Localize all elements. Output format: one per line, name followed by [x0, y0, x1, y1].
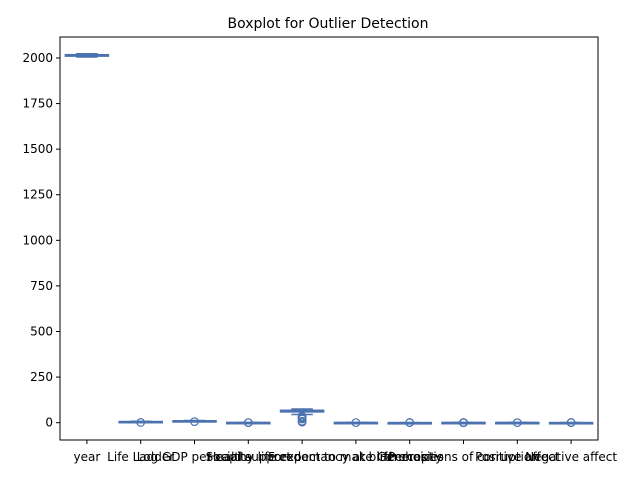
outlier-point: [459, 418, 468, 428]
x-tick-label: Social support: [206, 450, 292, 464]
box-4: [279, 408, 325, 427]
box-3: [226, 418, 271, 428]
x-tick-label: Negative affect: [525, 450, 617, 464]
outlier-point: [190, 417, 199, 427]
box-9: [548, 418, 594, 427]
x-tick-label: Log GDP per capita: [137, 450, 253, 464]
box-0: [64, 53, 110, 58]
outlier-point: [297, 417, 307, 427]
y-tick-label: 500: [30, 325, 53, 339]
x-tick-label: Positive affect: [475, 450, 560, 464]
y-tick-label: 1000: [22, 233, 53, 247]
x-tick-label: Healthy life expectancy at birth: [207, 450, 397, 464]
x-tick-label: Freedom to make life choices: [268, 450, 444, 464]
x-tick-label: Life Ladder: [107, 450, 174, 464]
plot-area: [64, 53, 594, 428]
x-tick-label: Generosity: [377, 450, 442, 464]
box-1: [118, 418, 163, 427]
outlier-point: [243, 418, 253, 428]
outlier-point: [136, 418, 146, 427]
y-tick-label: 1750: [22, 97, 53, 111]
y-tick-label: 1250: [22, 188, 53, 202]
box-2: [172, 417, 217, 427]
y-tick-label: 1500: [22, 142, 53, 156]
axes-frame: [59, 36, 599, 441]
y-tick-label: 250: [30, 370, 53, 384]
x-tick-label: Perceptions of corruption: [388, 450, 539, 464]
y-tick-label: 750: [30, 279, 53, 293]
outlier-point: [512, 418, 522, 428]
box-7: [441, 418, 486, 428]
outlier-point: [566, 418, 576, 427]
outlier-point: [351, 418, 361, 428]
y-tick-label: 0: [45, 416, 53, 430]
y-tick-label: 2000: [22, 51, 53, 65]
box-5: [333, 418, 379, 428]
chart-title: Boxplot for Outlier Detection: [228, 16, 429, 32]
outlier-point: [405, 418, 415, 427]
x-tick-label: year: [74, 450, 101, 464]
box-6: [387, 418, 432, 427]
box-8: [495, 418, 540, 428]
y-axis: 0 250 500 750 1000 1250 1500 1750 2000: [22, 51, 60, 430]
